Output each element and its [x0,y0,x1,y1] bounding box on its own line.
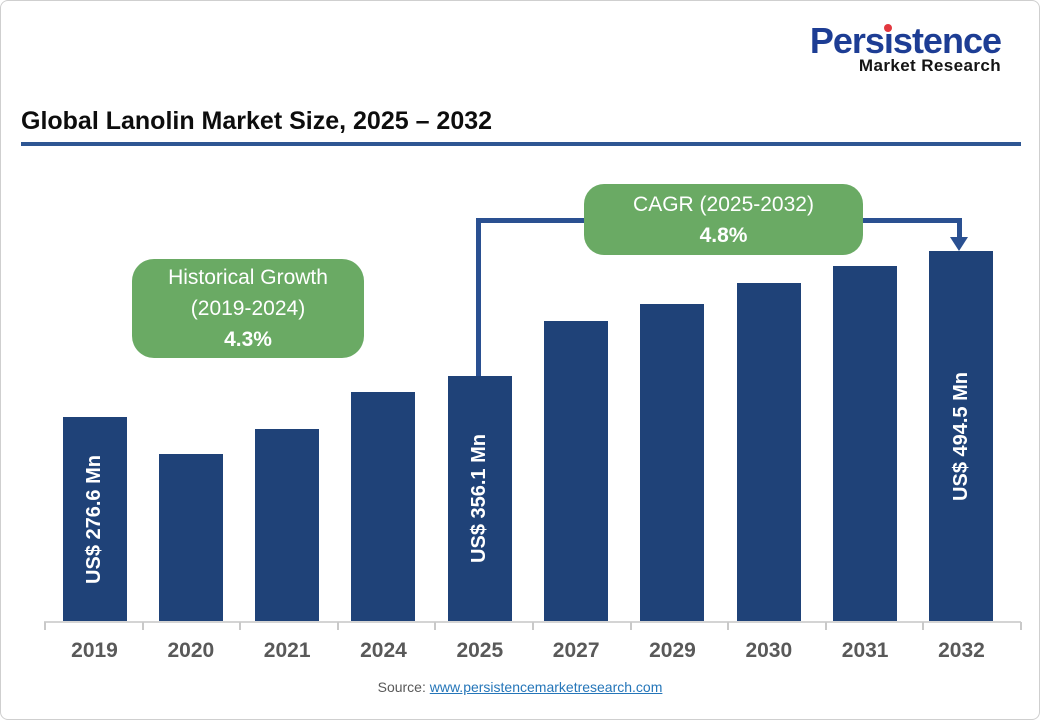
x-tick-label-2027: 2027 [552,639,600,662]
x-axis-tick [824,622,827,630]
logo-subtitle: Market Research [858,56,1001,75]
bar-2020 [158,454,223,621]
x-axis-tick [629,622,632,630]
bar-2029 [640,304,705,621]
bar-2027 [544,321,609,621]
x-axis-tick [1020,622,1022,630]
x-tick-label-2032: 2032 [938,639,985,662]
x-tick-label-2024: 2024 [360,639,407,662]
historical-growth-value: 4.3% [224,328,272,351]
persistence-market-research-logo: Persı stence Market Research [809,20,1002,76]
x-tick-label-2019: 2019 [71,639,118,662]
bar-value-label-2019: US$ 276.6 Mn [83,454,105,584]
x-tick-label-2020: 2020 [167,639,215,662]
x-axis-tick [44,622,46,630]
title-underline [21,142,1021,146]
bar-2030 [736,283,801,621]
x-tick-label-2031: 2031 [841,639,889,662]
bar-value-label-2032: US$ 494.5 Mn [949,371,972,501]
cagr-callout: CAGR (2025-2032) 4.8% [584,184,863,255]
connector-line-left [476,218,626,223]
x-axis-tick [922,622,925,630]
x-axis-tick [239,622,242,630]
connector-line-2025 [476,218,481,376]
historical-growth-line2: (2019-2024) [190,297,306,320]
bar-value-label-2025: US$ 356.1 Mn [468,434,491,563]
logo-wordmark: Persı stence [809,20,1002,61]
x-axis-tick [727,622,730,630]
bar-2024 [351,392,416,621]
logo-red-dot-icon [884,24,893,32]
logo-i-char: ı [883,20,894,61]
page-title: Global Lanolin Market Size, 2025 – 2032 [21,107,493,135]
x-tick-label-2029: 2029 [649,639,696,662]
historical-growth-callout: Historical Growth (2019-2024) 4.3% [132,259,364,358]
x-axis-tick [532,622,534,630]
historical-growth-line1: Historical Growth [168,266,328,289]
source-link[interactable]: www.persistencemarketresearch.com [429,679,663,695]
x-axis-tick [141,622,144,630]
bar-2019: US$ 276.6 Mn [62,417,127,621]
bar-2021 [255,429,320,621]
bar-2032: US$ 494.5 Mn [929,251,994,621]
x-axis-tick [336,622,339,630]
x-tick-label-2030: 2030 [745,639,793,662]
connector-line-right [846,218,962,223]
logo-text-suffix: stence [892,20,1002,61]
x-axis-tick [434,622,437,630]
logo-text-prefix: Pers [809,20,885,61]
bar-2025: US$ 356.1 Mn [447,376,512,621]
cagr-value: 4.8% [699,223,748,247]
source-line: Source: www.persistencemarketresearch.co… [1,679,1039,695]
connector-line-2032 [957,218,962,239]
logo-dotted-i: ı [883,20,894,61]
source-label: Source: [377,679,426,695]
x-tick-label-2021: 2021 [263,639,311,662]
cagr-line1: CAGR (2025-2032) [633,192,814,216]
arrow-down-icon [950,237,968,251]
x-tick-label-2025: 2025 [456,639,504,662]
bar-2031 [833,266,898,621]
